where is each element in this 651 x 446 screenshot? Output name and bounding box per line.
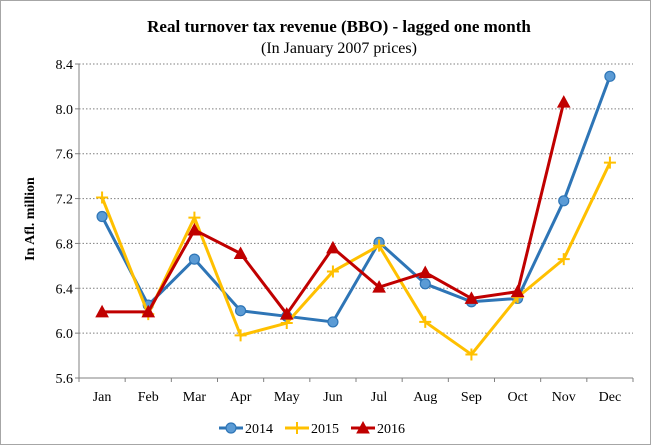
series-2016 bbox=[95, 95, 571, 320]
x-tick-label: Jul bbox=[371, 390, 387, 405]
y-tick-label: 6.0 bbox=[56, 327, 74, 342]
data-point bbox=[373, 239, 386, 252]
data-point bbox=[141, 304, 156, 318]
x-tick-label: May bbox=[274, 390, 300, 405]
legend-label: 2014 bbox=[245, 422, 273, 437]
data-point bbox=[556, 95, 571, 108]
data-point bbox=[465, 348, 478, 361]
data-point bbox=[234, 305, 247, 317]
data-point bbox=[187, 222, 202, 236]
data-point bbox=[95, 304, 109, 318]
x-tick-label: Mar bbox=[183, 390, 207, 405]
x-tick-label: Aug bbox=[413, 390, 437, 405]
data-point bbox=[558, 195, 570, 207]
series-line bbox=[100, 75, 612, 324]
x-tick-label: Jan bbox=[93, 390, 112, 405]
data-point bbox=[279, 307, 294, 320]
x-tick-label: Apr bbox=[230, 390, 252, 405]
x-tick-label: Oct bbox=[507, 390, 527, 405]
y-tick-label: 8.0 bbox=[56, 103, 74, 118]
data-point bbox=[603, 156, 616, 169]
y-tick-label: 8.4 bbox=[56, 58, 74, 73]
data-point bbox=[464, 291, 479, 304]
data-point bbox=[604, 70, 616, 82]
y-tick-label: 6.4 bbox=[56, 282, 74, 297]
legend-label: 2015 bbox=[311, 422, 339, 437]
data-point bbox=[418, 265, 433, 279]
x-tick-labels: Jan Feb Mar Apr May Jun Jul Aug Sep Oct Nov Dec bbox=[93, 390, 621, 405]
data-point bbox=[188, 211, 201, 224]
data-point bbox=[233, 246, 248, 260]
gridlines bbox=[79, 63, 633, 334]
data-point bbox=[326, 240, 340, 254]
x-tick-label: Nov bbox=[552, 390, 576, 405]
y-tick-label: 7.6 bbox=[56, 148, 74, 163]
data-point bbox=[188, 253, 201, 265]
data-point bbox=[326, 265, 339, 278]
axes bbox=[75, 63, 634, 382]
series-2015 bbox=[96, 156, 616, 361]
data-point bbox=[510, 284, 525, 298]
data-point bbox=[419, 278, 431, 290]
legend-marker bbox=[225, 422, 237, 434]
legend-item-2016: 2016 bbox=[351, 420, 405, 437]
x-tick-label: Feb bbox=[138, 390, 159, 405]
data-point bbox=[96, 191, 109, 204]
y-axis-label: In Afl. million bbox=[23, 177, 38, 261]
legend-item-2014: 2014 bbox=[219, 422, 273, 437]
data-point bbox=[557, 253, 570, 266]
chart-subtitle: (In January 2007 prices) bbox=[261, 40, 417, 57]
legend: 2014 2015 2016 bbox=[219, 420, 405, 437]
x-tick-label: Jun bbox=[323, 390, 342, 405]
data-point bbox=[419, 315, 432, 328]
y-tick-label: 6.8 bbox=[56, 237, 74, 252]
y-tick-label: 7.2 bbox=[56, 193, 74, 208]
legend-item-2015: 2015 bbox=[285, 422, 339, 437]
y-tick-label: 5.6 bbox=[56, 372, 74, 387]
data-point bbox=[96, 210, 108, 223]
data-point bbox=[234, 329, 247, 342]
chart-title: Real turnover tax revenue (BBO) - lagged… bbox=[147, 17, 531, 36]
series-lines bbox=[95, 70, 616, 361]
series-line bbox=[100, 162, 612, 356]
y-tick-labels: 5.6 6.0 6.4 6.8 7.2 7.6 8.0 8.4 bbox=[56, 58, 74, 387]
x-tick-label: Sep bbox=[461, 390, 482, 405]
legend-label: 2016 bbox=[377, 422, 405, 437]
legend-marker bbox=[356, 420, 370, 434]
data-point bbox=[327, 316, 339, 328]
data-point bbox=[372, 280, 386, 293]
legend-marker bbox=[291, 422, 303, 434]
x-tick-label: Dec bbox=[599, 390, 622, 405]
